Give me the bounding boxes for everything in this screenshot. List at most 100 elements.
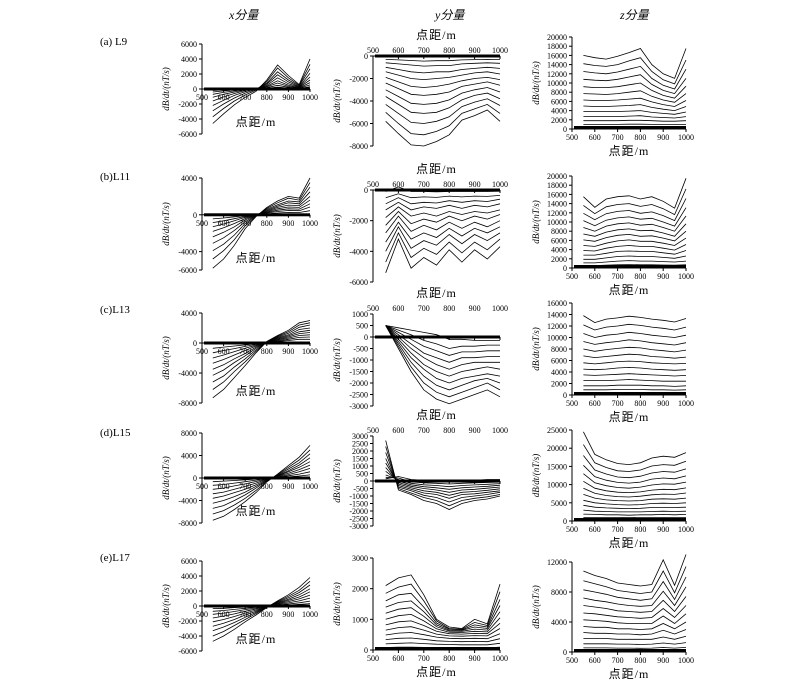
panel-e-x-ytick-label-2: -2000 [178,617,197,626]
panel-a-z-series-3 [583,74,687,95]
panel-d-z-series-1 [583,444,687,472]
panel-e-z-base-band [574,649,686,652]
panel-d-y-xtick-label-4: 900 [469,426,481,435]
panel-c-y-ytick-label-6: 0 [364,333,368,342]
panel-e-x-series-5 [212,594,311,619]
panel-e-y-series-7 [385,626,501,637]
panel-a-z-series-10 [583,119,687,122]
panel-c-y-base-band [375,335,500,339]
panel-e-x-xtick-label-3: 800 [261,610,273,619]
panel-e-x-ytick-label-3: 0 [193,602,197,611]
panel-d-y-series-0 [385,440,501,510]
panel-a-z-ytick-label-8: 16000 [547,51,567,60]
panel-c-x-xtick-label-0: 500 [196,347,208,356]
panel-c-y-series-6 [385,325,500,363]
panel-a-y-series-0 [385,109,501,147]
panel-a-y-xtick-label-0: 500 [367,46,379,55]
panel-e-y-series-3 [385,600,501,631]
panel-d-x-xtick-label-5: 1000 [302,482,318,491]
row-label-d: (d)L15 [100,427,131,439]
panel-d-y-series-6 [385,470,501,490]
panel-c-z-series-1 [583,323,687,331]
panel-d-y: -3000-2500-2000-1500-1000-50005001000150… [332,408,508,531]
panel-d-z-xlabel: 点距/m [609,536,650,550]
panel-a-z-xtick-label-4: 900 [657,133,669,142]
panel-e-x-base-band [204,604,310,608]
panel-a-y-series-3 [385,92,501,114]
panel-b-z-ytick-label-10: 20000 [547,172,567,181]
panel-e-z-series-3 [583,586,687,607]
panel-b-y-series-6 [385,206,501,218]
panel-d-z-series-10 [583,509,687,513]
panel-a-x-xtick-label-5: 1000 [302,93,318,102]
panel-d-z-series-6 [583,487,687,498]
panel-e-x-series-2 [212,584,311,632]
panel-c-x-ytick-label-1: -4000 [178,369,197,378]
panel-a-x-ytick-label-3: 0 [193,85,197,94]
panel-d-x-xtick-label-0: 500 [196,482,208,491]
panel-a-z-xtick-label-1: 600 [589,133,601,142]
panel-a-z-series-8 [583,110,687,115]
panel-b-z-xlabel: 点距/m [609,283,650,297]
panel-c-z-xtick-label-1: 600 [589,399,601,408]
panel-c-z-xlabel: 点距/m [609,410,650,424]
panel-a-x-ytick-label-5: 4000 [181,55,197,64]
panel-b-z-xtick-label-5: 1000 [678,272,694,281]
panel-a-x-xtick-label-4: 900 [282,93,294,102]
panel-b-y-series-9 [385,193,501,199]
panel-c-z-ytick-label-4: 8000 [551,345,567,354]
panel-a-z-ytick-label-6: 12000 [547,70,567,79]
panel-c-x-xtick-label-3: 800 [261,347,273,356]
panel-e-y-ytick-label-0: 0 [364,646,368,655]
panel-e-z-series-10 [583,642,687,645]
panel-d-z-series-2 [583,455,687,479]
panel-c-z-series-6 [583,360,687,365]
panel-e-z-ytick-label-2: 8000 [551,588,567,597]
panel-b-y-series-5 [385,210,501,226]
panel-b-x-xtick-label-4: 900 [282,219,294,228]
panel-a-z-ytick-label-10: 20000 [547,33,567,42]
panel-b-z-ytick-label-6: 12000 [547,209,567,218]
row-label-a: (a) L9 [100,36,128,48]
panel-a-z-series-4 [583,82,687,99]
panel-c-x-series-0 [212,320,311,399]
panel-c-x-xtick-label-1: 600 [218,347,230,356]
panel-e-x-ytick-label-6: 6000 [181,557,197,566]
panel-e-x-series-0 [212,577,311,642]
panel-a-z-ytick-label-1: 2000 [551,116,567,125]
panel-e-x-series-3 [212,588,311,627]
panel-c-x-base-band [204,341,310,345]
panel-b-x-xlabel: 点距/m [236,251,277,265]
panel-b-z: 0200040006000800010000120001400016000180… [531,172,694,297]
panel-b-y-series-3 [385,221,501,243]
panel-d-y-ytick-label-11: 2500 [352,440,368,449]
panel-b-y-ytick-label-3: 0 [364,186,368,195]
panel-c-x-series-1 [212,322,311,390]
column-title-z-text: z分量 [620,8,649,22]
panel-b-z-series-8 [583,244,687,252]
panel-a-z-series-7 [583,104,687,112]
panel-a-z-xtick-label-2: 700 [612,133,624,142]
panel-e-y-series-8 [385,632,501,640]
row-label-c: (c)L13 [100,304,130,316]
panel-e-z-series-5 [583,605,687,619]
panel-b-z-ytick-label-1: 2000 [551,255,567,264]
panel-d-z-ytick-label-5: 25000 [547,426,567,435]
panel-b-z-ylabel: dB/dt/(nT/s) [531,200,541,244]
panel-e-z-ytick-label-0: 0 [563,648,567,657]
panel-a-y-xtick-label-3: 800 [443,46,455,55]
panel-a-y-ytick-label-2: -4000 [349,97,368,106]
panel-c-z-base-band [574,392,686,395]
panel-d-y-series-2 [385,452,501,503]
panel-c-z-ytick-label-5: 10000 [547,334,567,343]
panel-c-z-ytick-label-7: 14000 [547,311,567,320]
panel-a-z-ylabel: dB/dt/(nT/s) [531,61,541,105]
panel-e-x: -6000 -4000 -2000 0 2000 4000 6000 500 600 700 800… [161,557,318,656]
panel-a-z-xtick-label-3: 800 [634,133,646,142]
panel-e-z-ylabel: dB/dt/(nT/s) [531,585,541,629]
panel-d-x-series-4 [212,461,311,499]
panel-e-z-xtick-label-0: 500 [566,656,578,665]
panel-a-x-xtick-label-0: 500 [196,93,208,102]
